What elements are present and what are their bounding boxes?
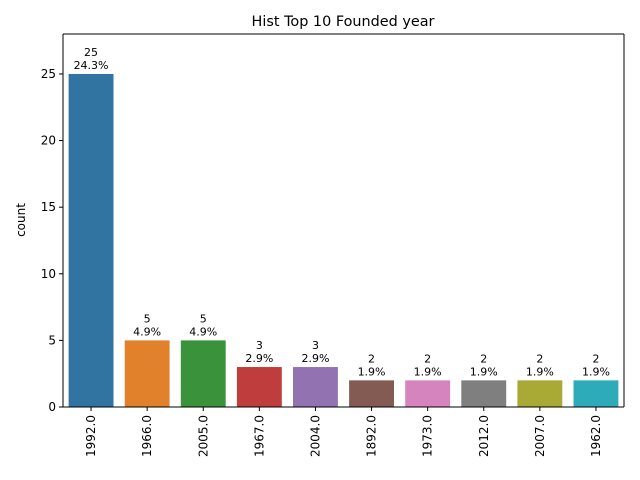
y-tick-label: 10 [41, 267, 56, 281]
bar [349, 380, 394, 407]
y-tick-label: 5 [48, 333, 56, 347]
bar-count-label: 5 [144, 312, 151, 325]
bar-percent-label: 1.9% [470, 365, 498, 378]
x-tick-label: 1892.0 [365, 415, 379, 457]
x-tick-label: 1992.0 [84, 415, 98, 457]
x-tick-label: 2005.0 [196, 415, 210, 457]
bar-count-label: 2 [424, 352, 431, 365]
x-tick-label: 2007.0 [533, 415, 547, 457]
y-tick-label: 20 [41, 134, 56, 148]
bar [573, 380, 619, 407]
bar [180, 340, 226, 407]
bars-layer [68, 73, 619, 407]
bar-percent-label: 1.9% [358, 365, 386, 378]
bar [68, 73, 114, 407]
y-axis-label: count [14, 203, 28, 237]
x-tick-label: 2012.0 [477, 415, 491, 457]
bar-percent-label: 1.9% [526, 365, 554, 378]
bar [405, 380, 451, 407]
bar [124, 340, 170, 407]
bar [293, 367, 338, 407]
x-tick-label: 1962.0 [589, 415, 603, 457]
chart-title: Hist Top 10 Founded year [252, 14, 435, 30]
bar-count-label: 3 [256, 339, 263, 352]
bar-percent-label: 2.9% [245, 352, 273, 365]
bar-count-label: 2 [480, 352, 487, 365]
x-tick-label: 2004.0 [308, 415, 322, 457]
bar-count-label: 25 [84, 46, 98, 59]
bar-count-label: 2 [536, 352, 543, 365]
y-axis: 0 5 10 15 20 25 [41, 67, 63, 414]
bar [461, 380, 507, 407]
y-tick-label: 0 [48, 400, 56, 414]
bar [517, 380, 563, 407]
bar [236, 367, 282, 407]
y-tick-label: 15 [41, 200, 56, 214]
bar-percent-label: 4.9% [189, 325, 217, 338]
bar-count-label: 3 [312, 339, 319, 352]
bar-percent-label: 4.9% [133, 325, 161, 338]
bar-percent-label: 24.3% [74, 59, 109, 72]
bar-percent-label: 1.9% [414, 365, 442, 378]
bar-count-label: 5 [200, 312, 207, 325]
x-tick-label: 1966.0 [140, 415, 154, 457]
x-axis: 1992.0 1966.0 2005.0 1967.0 2004.0 1892.0 1973… [84, 407, 603, 457]
bar-count-label: 2 [592, 352, 599, 365]
y-tick-label: 25 [41, 67, 56, 81]
x-tick-label: 1967.0 [252, 415, 266, 457]
x-tick-label: 1973.0 [421, 415, 435, 457]
bar-percent-label: 2.9% [301, 352, 329, 365]
bar-count-label: 2 [368, 352, 375, 365]
bar-percent-label: 1.9% [582, 365, 610, 378]
